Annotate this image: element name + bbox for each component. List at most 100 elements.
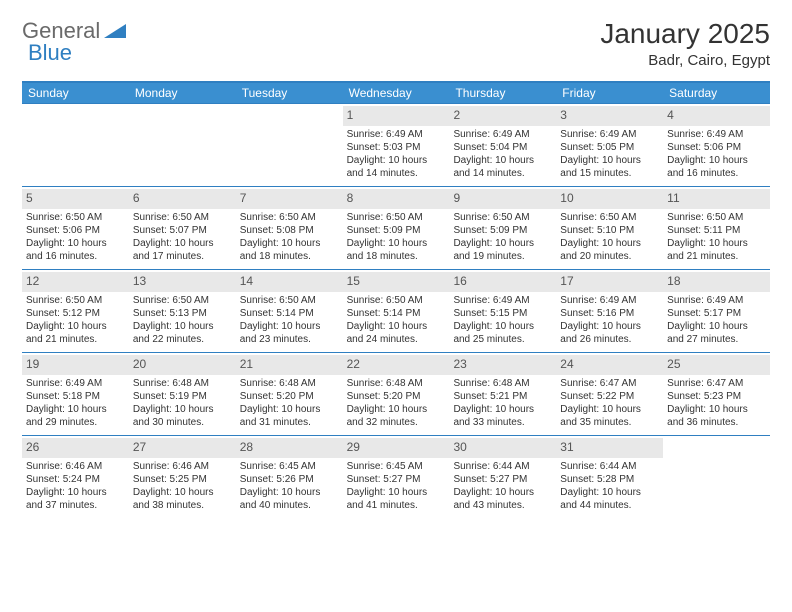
daylight-text: Daylight: 10 hours and 19 minutes. bbox=[453, 237, 552, 263]
sunrise-text: Sunrise: 6:49 AM bbox=[560, 128, 659, 141]
day-number: 22 bbox=[343, 355, 450, 375]
day-number: 2 bbox=[449, 106, 556, 126]
day-details: Sunrise: 6:50 AMSunset: 5:07 PMDaylight:… bbox=[133, 211, 232, 263]
day-details: Sunrise: 6:46 AMSunset: 5:24 PMDaylight:… bbox=[26, 460, 125, 512]
day-cell-10: 10Sunrise: 6:50 AMSunset: 5:10 PMDayligh… bbox=[556, 187, 663, 269]
sunrise-text: Sunrise: 6:44 AM bbox=[560, 460, 659, 473]
day-cell-15: 15Sunrise: 6:50 AMSunset: 5:14 PMDayligh… bbox=[343, 270, 450, 352]
day-number: 16 bbox=[449, 272, 556, 292]
sunset-text: Sunset: 5:20 PM bbox=[347, 390, 446, 403]
daylight-text: Daylight: 10 hours and 38 minutes. bbox=[133, 486, 232, 512]
daylight-text: Daylight: 10 hours and 14 minutes. bbox=[347, 154, 446, 180]
day-number: 15 bbox=[343, 272, 450, 292]
day-cell-12: 12Sunrise: 6:50 AMSunset: 5:12 PMDayligh… bbox=[22, 270, 129, 352]
daylight-text: Daylight: 10 hours and 36 minutes. bbox=[667, 403, 766, 429]
sunset-text: Sunset: 5:15 PM bbox=[453, 307, 552, 320]
sunset-text: Sunset: 5:08 PM bbox=[240, 224, 339, 237]
daylight-text: Daylight: 10 hours and 25 minutes. bbox=[453, 320, 552, 346]
day-details: Sunrise: 6:45 AMSunset: 5:27 PMDaylight:… bbox=[347, 460, 446, 512]
day-cell-30: 30 Sunrise: 6:44 AMSunset: 5:27 PMDayligh… bbox=[449, 436, 556, 518]
sunset-text: Sunset: 5:03 PM bbox=[347, 141, 446, 154]
daylight-text: Daylight: 10 hours and 23 minutes. bbox=[240, 320, 339, 346]
day-number: 12 bbox=[22, 272, 129, 292]
day-number: 3 bbox=[556, 106, 663, 126]
day-details: Sunrise: 6:49 AMSunset: 5:15 PMDaylight:… bbox=[453, 294, 552, 346]
day-cell-7: 7Sunrise: 6:50 AMSunset: 5:08 PMDaylight… bbox=[236, 187, 343, 269]
day-cell-16: 16Sunrise: 6:49 AMSunset: 5:15 PMDayligh… bbox=[449, 270, 556, 352]
daylight-text: Daylight: 10 hours and 17 minutes. bbox=[133, 237, 232, 263]
daylight-text: Daylight: 10 hours and 24 minutes. bbox=[347, 320, 446, 346]
day-details: Sunrise: 6:50 AMSunset: 5:12 PMDaylight:… bbox=[26, 294, 125, 346]
week-row: 5Sunrise: 6:50 AMSunset: 5:06 PMDaylight… bbox=[22, 186, 770, 269]
daylight-text: Daylight: 10 hours and 18 minutes. bbox=[240, 237, 339, 263]
sunrise-text: Sunrise: 6:49 AM bbox=[347, 128, 446, 141]
day-number: 19 bbox=[22, 355, 129, 375]
day-cell-21: 21Sunrise: 6:48 AMSunset: 5:20 PMDayligh… bbox=[236, 353, 343, 435]
sunrise-text: Sunrise: 6:45 AM bbox=[347, 460, 446, 473]
weekday-saturday: Saturday bbox=[663, 83, 770, 103]
day-number: 8 bbox=[343, 189, 450, 209]
sunrise-text: Sunrise: 6:48 AM bbox=[347, 377, 446, 390]
day-details: Sunrise: 6:47 AMSunset: 5:23 PMDaylight:… bbox=[667, 377, 766, 429]
day-number: 18 bbox=[663, 272, 770, 292]
daylight-text: Daylight: 10 hours and 32 minutes. bbox=[347, 403, 446, 429]
sunrise-text: Sunrise: 6:50 AM bbox=[347, 211, 446, 224]
day-number: 6 bbox=[129, 189, 236, 209]
sunrise-text: Sunrise: 6:50 AM bbox=[667, 211, 766, 224]
sunset-text: Sunset: 5:11 PM bbox=[667, 224, 766, 237]
day-cell-empty bbox=[663, 436, 770, 518]
sunrise-text: Sunrise: 6:44 AM bbox=[453, 460, 552, 473]
sunrise-text: Sunrise: 6:46 AM bbox=[133, 460, 232, 473]
daylight-text: Daylight: 10 hours and 43 minutes. bbox=[453, 486, 552, 512]
sunrise-text: Sunrise: 6:48 AM bbox=[240, 377, 339, 390]
sunrise-text: Sunrise: 6:49 AM bbox=[667, 294, 766, 307]
day-number: 4 bbox=[663, 106, 770, 126]
day-number: 27 bbox=[129, 438, 236, 458]
day-cell-11: 11Sunrise: 6:50 AMSunset: 5:11 PMDayligh… bbox=[663, 187, 770, 269]
week-row: 12Sunrise: 6:50 AMSunset: 5:12 PMDayligh… bbox=[22, 269, 770, 352]
day-number: 23 bbox=[449, 355, 556, 375]
sunset-text: Sunset: 5:09 PM bbox=[453, 224, 552, 237]
day-details: Sunrise: 6:50 AMSunset: 5:06 PMDaylight:… bbox=[26, 211, 125, 263]
day-number: 21 bbox=[236, 355, 343, 375]
sunset-text: Sunset: 5:27 PM bbox=[453, 473, 552, 486]
day-number: 20 bbox=[129, 355, 236, 375]
day-cell-23: 23Sunrise: 6:48 AMSunset: 5:21 PMDayligh… bbox=[449, 353, 556, 435]
day-number: 24 bbox=[556, 355, 663, 375]
day-number: 30 bbox=[449, 438, 556, 458]
day-details: Sunrise: 6:45 AMSunset: 5:26 PMDaylight:… bbox=[240, 460, 339, 512]
daylight-text: Daylight: 10 hours and 41 minutes. bbox=[347, 486, 446, 512]
sunset-text: Sunset: 5:28 PM bbox=[560, 473, 659, 486]
logo-triangle-icon bbox=[104, 18, 126, 44]
weekday-friday: Friday bbox=[556, 83, 663, 103]
day-cell-14: 14Sunrise: 6:50 AMSunset: 5:14 PMDayligh… bbox=[236, 270, 343, 352]
sunrise-text: Sunrise: 6:50 AM bbox=[453, 211, 552, 224]
sunset-text: Sunset: 5:06 PM bbox=[667, 141, 766, 154]
day-number: 9 bbox=[449, 189, 556, 209]
day-number: 7 bbox=[236, 189, 343, 209]
sunset-text: Sunset: 5:14 PM bbox=[240, 307, 339, 320]
header: General January 2025 Badr, Cairo, Egypt bbox=[22, 18, 770, 69]
day-details: Sunrise: 6:50 AMSunset: 5:11 PMDaylight:… bbox=[667, 211, 766, 263]
day-cell-13: 13Sunrise: 6:50 AMSunset: 5:13 PMDayligh… bbox=[129, 270, 236, 352]
day-details: Sunrise: 6:49 AMSunset: 5:03 PMDaylight:… bbox=[347, 128, 446, 180]
sunrise-text: Sunrise: 6:48 AM bbox=[453, 377, 552, 390]
sunset-text: Sunset: 5:18 PM bbox=[26, 390, 125, 403]
sunset-text: Sunset: 5:12 PM bbox=[26, 307, 125, 320]
day-details: Sunrise: 6:49 AMSunset: 5:18 PMDaylight:… bbox=[26, 377, 125, 429]
sunrise-text: Sunrise: 6:49 AM bbox=[667, 128, 766, 141]
week-row: 1Sunrise: 6:49 AMSunset: 5:03 PMDaylight… bbox=[22, 103, 770, 186]
day-details: Sunrise: 6:49 AMSunset: 5:04 PMDaylight:… bbox=[453, 128, 552, 180]
sunrise-text: Sunrise: 6:49 AM bbox=[453, 128, 552, 141]
day-details: Sunrise: 6:49 AMSunset: 5:17 PMDaylight:… bbox=[667, 294, 766, 346]
day-details: Sunrise: 6:50 AMSunset: 5:14 PMDaylight:… bbox=[240, 294, 339, 346]
sunset-text: Sunset: 5:09 PM bbox=[347, 224, 446, 237]
day-number: 29 bbox=[343, 438, 450, 458]
day-number: 28 bbox=[236, 438, 343, 458]
day-details: Sunrise: 6:48 AMSunset: 5:20 PMDaylight:… bbox=[240, 377, 339, 429]
sunset-text: Sunset: 5:22 PM bbox=[560, 390, 659, 403]
day-cell-8: 8Sunrise: 6:50 AMSunset: 5:09 PMDaylight… bbox=[343, 187, 450, 269]
day-cell-4: 4Sunrise: 6:49 AMSunset: 5:06 PMDaylight… bbox=[663, 104, 770, 186]
day-cell-empty bbox=[22, 104, 129, 186]
sunset-text: Sunset: 5:26 PM bbox=[240, 473, 339, 486]
